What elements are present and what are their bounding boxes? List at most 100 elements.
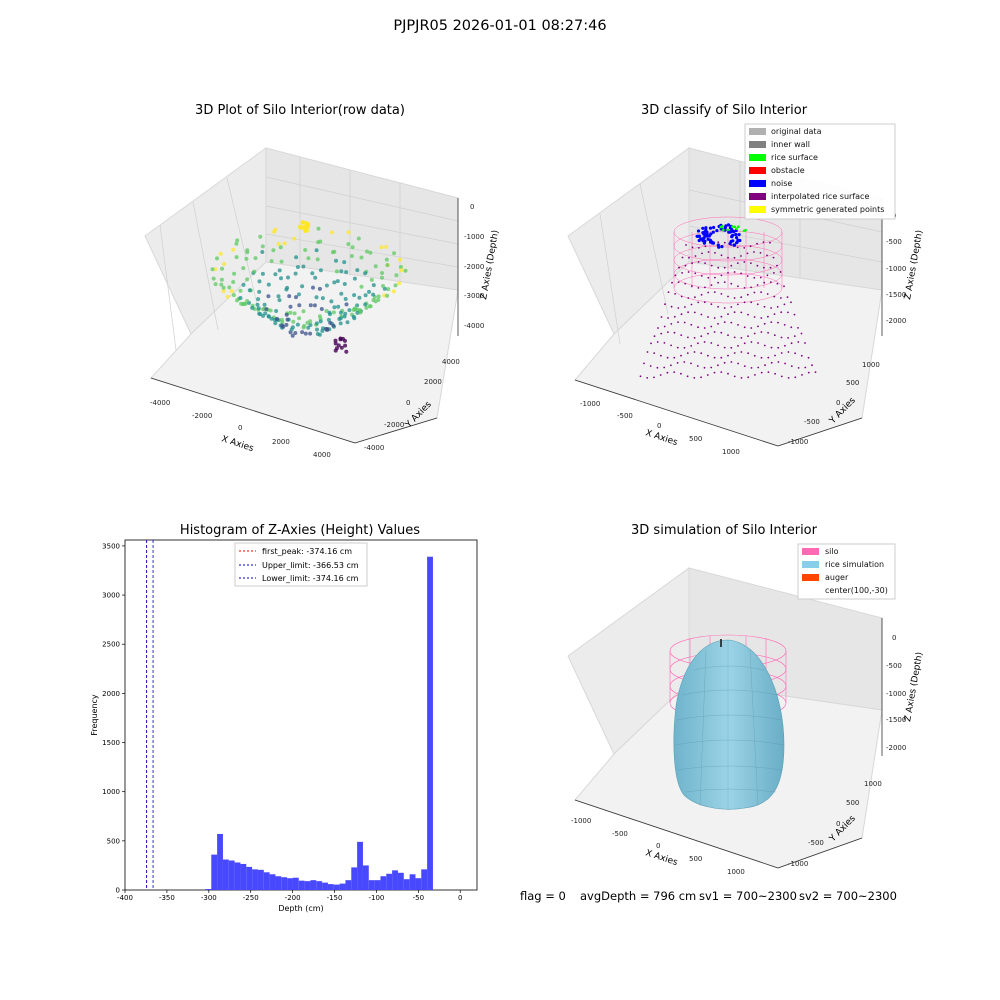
data-point bbox=[284, 312, 289, 317]
interpolated-point bbox=[673, 331, 676, 334]
noise-point bbox=[720, 245, 724, 249]
interpolated-point bbox=[664, 303, 666, 306]
p1-ytick: -2000 bbox=[384, 421, 404, 429]
data-point bbox=[256, 306, 261, 311]
data-point bbox=[320, 329, 325, 333]
data-point bbox=[376, 298, 381, 302]
p1-ztick: -4000 bbox=[464, 322, 484, 330]
data-point bbox=[250, 305, 255, 310]
noise-point bbox=[705, 234, 709, 238]
legend-swatch-auger bbox=[802, 574, 819, 581]
data-point bbox=[315, 332, 320, 336]
interpolated-point bbox=[743, 326, 746, 329]
interpolated-point bbox=[787, 377, 790, 379]
interpolated-point bbox=[756, 264, 759, 267]
interpolated-point bbox=[790, 342, 793, 345]
interpolated-point bbox=[707, 291, 710, 294]
interpolated-point bbox=[737, 303, 739, 306]
data-point bbox=[399, 268, 404, 273]
y-tick-label: 0 bbox=[116, 887, 120, 895]
data-point bbox=[308, 303, 313, 308]
data-point bbox=[303, 331, 308, 336]
p1-xtick: -4000 bbox=[150, 399, 170, 407]
data-point bbox=[332, 280, 337, 285]
data-point bbox=[343, 297, 348, 301]
data-point bbox=[346, 242, 351, 247]
interpolated-point bbox=[680, 313, 683, 316]
interpolated-point bbox=[723, 281, 726, 283]
data-point bbox=[288, 310, 293, 315]
interpolated-point bbox=[657, 327, 659, 329]
interpolated-point bbox=[760, 291, 762, 294]
data-point bbox=[301, 309, 306, 314]
p2-ytick: -1000 bbox=[788, 438, 808, 446]
histogram-bar bbox=[351, 867, 358, 890]
p4-ytick: 500 bbox=[846, 799, 859, 807]
p4-zlabel: Z Axies (Depth) bbox=[903, 651, 925, 722]
interpolated-point bbox=[800, 332, 803, 335]
data-point bbox=[234, 241, 239, 246]
interpolated-point bbox=[780, 352, 783, 354]
interpolated-point bbox=[713, 371, 716, 374]
interpolated-point bbox=[780, 297, 782, 299]
legend-swatch-original-data bbox=[749, 128, 766, 135]
data-point bbox=[213, 282, 218, 287]
interpolated-point bbox=[793, 313, 796, 316]
p4-ytick: 0 bbox=[836, 820, 840, 828]
interpolated-point bbox=[750, 341, 753, 343]
p3-x-ticks: -400 -350 -300 -250 -200 -150 -100 -50 0 bbox=[117, 890, 462, 902]
interpolated-point bbox=[760, 371, 763, 374]
interpolated-point bbox=[730, 361, 733, 363]
interpolated-point bbox=[676, 362, 679, 364]
interpolated-point bbox=[740, 337, 743, 339]
interpolated-point bbox=[746, 275, 749, 277]
interpolated-point bbox=[710, 303, 713, 306]
interpolated-point bbox=[700, 335, 703, 338]
interpolated-point bbox=[684, 282, 687, 285]
interpolated-point bbox=[694, 272, 697, 275]
data-point bbox=[277, 268, 282, 273]
interpolated-point bbox=[717, 364, 719, 367]
legend-swatch-inner-wall bbox=[749, 141, 766, 148]
noise-point bbox=[717, 245, 721, 249]
rice-surface-point bbox=[722, 228, 725, 232]
noise-point bbox=[707, 234, 711, 238]
interpolated-point bbox=[700, 376, 702, 379]
data-point bbox=[382, 293, 387, 298]
rice-surface-point bbox=[733, 225, 737, 229]
data-point bbox=[397, 281, 402, 286]
interpolated-point bbox=[743, 261, 746, 263]
data-point bbox=[257, 289, 262, 294]
data-point bbox=[355, 310, 360, 315]
interpolated-point bbox=[653, 335, 656, 338]
p4-ztick: 0 bbox=[892, 634, 896, 642]
data-point bbox=[280, 320, 285, 325]
interpolated-point bbox=[740, 296, 743, 299]
x-tick-label: -400 bbox=[117, 894, 133, 902]
data-point bbox=[368, 250, 373, 255]
interpolated-point bbox=[740, 255, 742, 257]
data-point bbox=[222, 262, 226, 266]
data-point bbox=[301, 264, 306, 269]
interpolated-point bbox=[723, 361, 726, 364]
interpolated-point bbox=[774, 372, 776, 375]
histogram-bar bbox=[374, 880, 381, 890]
interpolated-point bbox=[746, 293, 749, 296]
data-point bbox=[308, 323, 313, 327]
data-point bbox=[279, 276, 283, 281]
panel3-title: Histogram of Z-Axies (Height) Values bbox=[179, 523, 421, 538]
data-point bbox=[357, 295, 362, 300]
interpolated-point bbox=[753, 316, 756, 318]
interpolated-point bbox=[717, 241, 720, 244]
interpolated-point bbox=[737, 362, 739, 365]
data-point bbox=[229, 289, 234, 294]
interpolated-point bbox=[717, 305, 719, 308]
interpolated-point bbox=[690, 303, 693, 306]
interpolated-point bbox=[779, 271, 782, 273]
data-point bbox=[339, 345, 344, 350]
noise-point bbox=[702, 230, 706, 234]
interpolated-point bbox=[667, 317, 669, 319]
data-point bbox=[380, 275, 384, 280]
histogram-bar bbox=[298, 880, 305, 890]
interpolated-point bbox=[717, 281, 719, 284]
